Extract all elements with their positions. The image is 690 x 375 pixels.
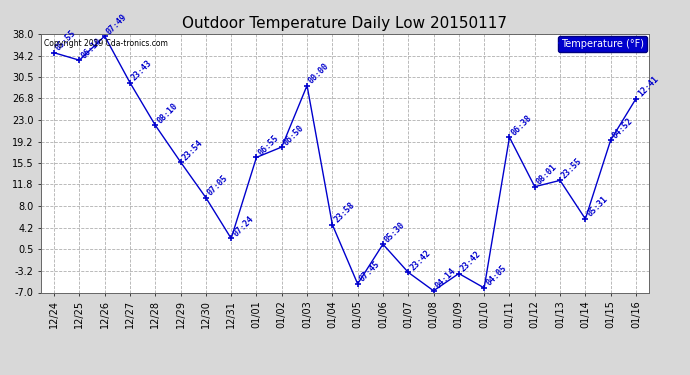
Text: 06:50: 06:50	[282, 123, 306, 147]
Text: 08:01: 08:01	[535, 163, 559, 187]
Text: 07:05: 07:05	[206, 174, 230, 198]
Text: 05:31: 05:31	[585, 195, 609, 219]
Text: 07:24: 07:24	[231, 214, 255, 238]
Text: 04:14: 04:14	[433, 267, 457, 291]
Legend: Temperature (°F): Temperature (°F)	[558, 36, 647, 51]
Text: 04:52: 04:52	[611, 116, 635, 140]
Text: 07:45: 07:45	[357, 260, 382, 284]
Text: 06:10: 06:10	[79, 36, 104, 60]
Text: 00:00: 00:00	[307, 62, 331, 86]
Text: 06:38: 06:38	[509, 113, 533, 137]
Text: 08:10: 08:10	[155, 101, 179, 125]
Text: 12:41: 12:41	[636, 75, 660, 99]
Title: Outdoor Temperature Daily Low 20150117: Outdoor Temperature Daily Low 20150117	[182, 16, 508, 31]
Text: 23:43: 23:43	[130, 58, 154, 82]
Text: 23:54: 23:54	[181, 138, 205, 162]
Text: 23:42: 23:42	[459, 249, 483, 273]
Text: Copyright 2019 Cda-tronics.com: Copyright 2019 Cda-tronics.com	[44, 39, 168, 48]
Text: 04:05: 04:05	[484, 264, 509, 288]
Text: 23:58: 23:58	[333, 201, 357, 225]
Text: 23:42: 23:42	[408, 248, 433, 272]
Text: 06:55: 06:55	[257, 134, 281, 158]
Text: 23:55: 23:55	[560, 156, 584, 180]
Text: 07:49: 07:49	[105, 12, 129, 36]
Text: 05:30: 05:30	[383, 220, 407, 244]
Text: 05:55: 05:55	[54, 28, 78, 53]
